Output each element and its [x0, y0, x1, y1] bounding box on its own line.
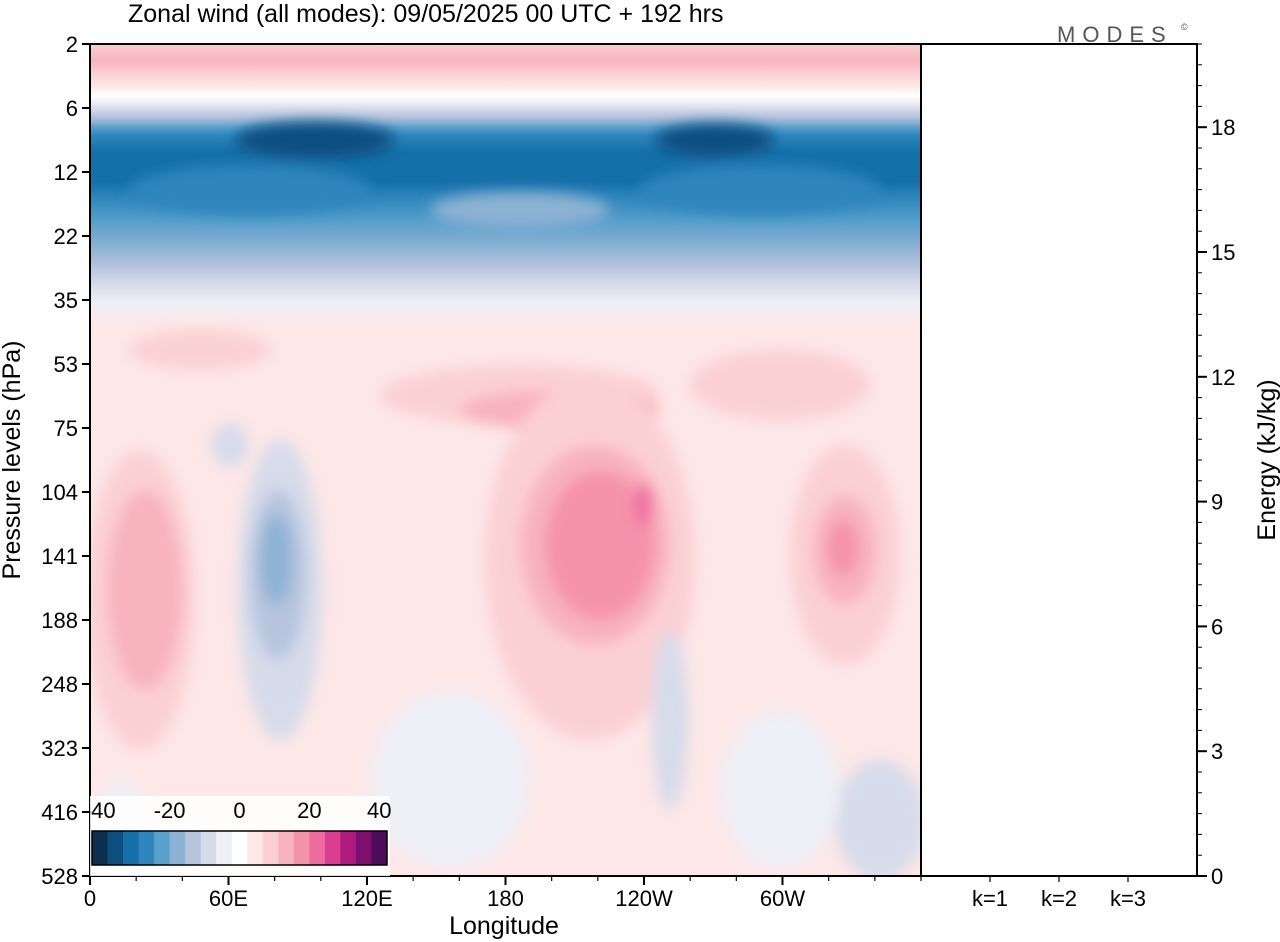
colorbar-swatch: [340, 831, 357, 865]
x-axis-label: Longitude: [449, 912, 559, 940]
y-tick-label: 75: [54, 416, 78, 441]
energy-category-label: k=2: [1041, 886, 1077, 911]
colorbar-swatch: [185, 831, 202, 865]
y-tick-label: 141: [41, 544, 78, 569]
colorbar-swatch: [355, 831, 372, 865]
colorbar-tick-label: 40: [367, 798, 391, 823]
energy-tick-label: 3: [1211, 739, 1223, 764]
energy-category-label: k=1: [972, 886, 1008, 911]
colorbar-tick-label: 0: [233, 798, 245, 823]
colorbar: -40 -20 0 20 40: [84, 796, 391, 876]
y-axis-ticks: 2 6 12 22 35 53 75 104 141 188 248 323 416 528: [41, 32, 90, 889]
y-axis-label: Pressure levels (hPa): [0, 341, 26, 580]
energy-tick-label: 15: [1211, 240, 1235, 265]
modes-logo: MODES: [1057, 22, 1173, 47]
y-tick-label: 22: [54, 224, 78, 249]
x-tick-label: 0: [84, 886, 96, 911]
x-tick-label: 120W: [615, 886, 673, 911]
energy-tick-label: 0: [1211, 864, 1223, 889]
colorbar-swatch: [123, 831, 140, 865]
colorbar-swatch: [371, 831, 388, 865]
colorbar-swatch: [154, 831, 171, 865]
energy-axis-ticks: 0 3 6 9 12 15 18: [1197, 43, 1235, 889]
y-tick-label: 323: [41, 736, 78, 761]
colorbar-swatch: [247, 831, 264, 865]
colorbar-swatch: [216, 831, 233, 865]
y-tick-label: 12: [54, 160, 78, 185]
energy-tick-label: 12: [1211, 365, 1235, 390]
colorbar-frame: [91, 830, 388, 866]
y-tick-label: 2: [66, 32, 78, 57]
y-tick-label: 6: [66, 96, 78, 121]
y-tick-label: 53: [54, 352, 78, 377]
x-tick-label: 180: [487, 886, 524, 911]
colorbar-tick-label: 20: [297, 798, 321, 823]
colorbar-swatch: [293, 831, 310, 865]
colorbar-swatch: [200, 831, 217, 865]
energy-plot-frame: [920, 43, 1198, 877]
heatmap-field: [90, 44, 921, 876]
x-axis-ticks: 0 60E 120E 180 120W 60W: [84, 876, 922, 911]
energy-axis-label: Energy (kJ/kg): [1253, 379, 1280, 540]
energy-tick-label: 18: [1211, 115, 1235, 140]
y-tick-label: 248: [41, 672, 78, 697]
colorbar-swatch: [231, 831, 248, 865]
energy-bar: [970, 875, 1010, 877]
colorbar-swatch: [138, 831, 155, 865]
colorbar-tick-label: -20: [154, 798, 186, 823]
y-tick-label: 416: [41, 800, 78, 825]
energy-tick-label: 9: [1211, 490, 1223, 515]
x-tick-label: 60W: [760, 886, 805, 911]
colorbar-swatch: [169, 831, 186, 865]
colorbar-swatch: [262, 831, 279, 865]
x-tick-label: 60E: [209, 886, 248, 911]
chart-title: Zonal wind (all modes): 09/05/2025 00 UT…: [128, 0, 723, 28]
colorbar-swatch: [309, 831, 326, 865]
y-tick-label: 35: [54, 288, 78, 313]
colorbar-swatch: [324, 831, 341, 865]
y-tick-label: 188: [41, 608, 78, 633]
colorbar-swatch: [278, 831, 295, 865]
y-tick-label: 528: [41, 864, 78, 889]
x-tick-label: 120E: [341, 886, 392, 911]
colorbar-tick-label: -40: [84, 798, 116, 823]
energy-category-label: k=3: [1110, 886, 1146, 911]
energy-tick-label: 6: [1211, 614, 1223, 639]
colorbar-swatch: [92, 831, 109, 865]
y-tick-label: 104: [41, 480, 78, 505]
energy-bars: k=1 k=2 k=3: [970, 875, 1148, 911]
modes-logo-mark: ©: [1181, 22, 1188, 32]
colorbar-swatch: [107, 831, 124, 865]
